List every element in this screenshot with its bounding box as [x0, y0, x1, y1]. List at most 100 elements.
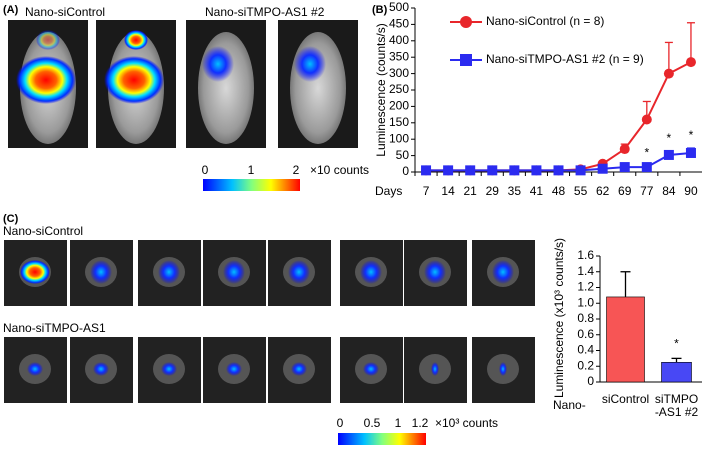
point	[553, 165, 564, 176]
x-tick-label: 7	[423, 184, 430, 198]
legend-label: Nano-siTMPO-AS1 #2 (n = 9)	[486, 52, 644, 66]
y-tick-label: 0.4	[577, 343, 594, 357]
y-tick-label: 0.8	[577, 311, 594, 325]
bar	[661, 362, 692, 383]
row-label: Nano-siControl	[3, 224, 83, 238]
colorbar	[338, 433, 426, 445]
colorbar-tick: 1.2	[412, 416, 429, 430]
point	[531, 165, 542, 176]
point	[663, 149, 674, 160]
annotation: *	[674, 337, 679, 351]
signal	[360, 260, 382, 284]
y-tick-label: 150	[389, 115, 409, 129]
legend-label: Nano-siControl (n = 8)	[486, 14, 604, 28]
signal	[226, 362, 242, 376]
row-label: Nano-siTMPO-AS1	[3, 321, 106, 335]
y-tick-label: 1.4	[577, 264, 594, 278]
annotation: *	[667, 131, 672, 145]
x-tick-label: 48	[552, 184, 566, 198]
point	[421, 165, 432, 176]
colorbar-tick: 0	[202, 163, 209, 177]
annotation: *	[689, 128, 694, 142]
signal	[288, 260, 310, 284]
point	[597, 163, 608, 174]
x-tick-label: 69	[618, 184, 632, 198]
y-tick-label: 0.2	[577, 358, 594, 372]
x-tick-label: 84	[662, 184, 676, 198]
x-axis-label: Days	[375, 184, 402, 198]
signal	[27, 362, 43, 376]
point	[509, 165, 520, 176]
colorbar-tick: 0	[337, 416, 344, 430]
x-tick-label: 41	[530, 184, 544, 198]
x-tick-label: 55	[574, 184, 588, 198]
colorbar-tick: 0.5	[364, 416, 381, 430]
point	[619, 162, 630, 173]
signal	[104, 56, 164, 104]
signal	[36, 30, 60, 50]
signal	[431, 362, 439, 376]
y-tick-label: 450	[389, 17, 409, 31]
x-tick-label: 35	[508, 184, 522, 198]
x-tick-label: 77	[640, 184, 654, 198]
y-tick-label: 300	[389, 66, 409, 80]
legend-marker	[460, 16, 472, 28]
colorbar-tick: 1	[248, 163, 255, 177]
point	[663, 68, 674, 79]
point	[575, 165, 586, 176]
group-label: Nano-siTMPO-AS1 #2	[205, 5, 325, 19]
signal	[124, 30, 148, 50]
signal	[20, 260, 50, 284]
point	[443, 165, 454, 176]
colorbar	[203, 179, 300, 191]
y-tick-label: 0.6	[577, 327, 594, 341]
y-tick-label: 400	[389, 33, 409, 47]
x-tick-label: 21	[464, 184, 478, 198]
point	[641, 162, 652, 173]
x-axis-label: Nano-	[553, 398, 586, 412]
x-tick-label: 90	[684, 184, 698, 198]
y-tick-label: 200	[389, 99, 409, 113]
series-line	[426, 61, 692, 172]
group-label: Nano-siControl	[25, 5, 105, 19]
y-tick-label: 350	[389, 49, 409, 63]
x-tick-label: 62	[596, 184, 610, 198]
y-axis-label: Luminescence (x10³ counts/s)	[552, 238, 566, 398]
y-tick-label: 1.2	[577, 280, 594, 294]
point	[685, 57, 696, 68]
panel-label: (B)	[372, 4, 388, 16]
signal	[424, 260, 446, 284]
signal	[294, 46, 326, 82]
signal	[16, 56, 76, 104]
bar	[606, 296, 645, 383]
annotation: *	[644, 146, 649, 160]
signal	[492, 260, 514, 284]
signal	[158, 260, 180, 284]
y-tick-label: 0	[402, 164, 409, 178]
signal	[202, 46, 234, 82]
x-tick-label: siControl	[602, 392, 649, 406]
colorbar-tick: 2	[293, 163, 300, 177]
y-tick-label: 0	[587, 374, 594, 388]
panel-label: (A)	[3, 4, 19, 16]
point	[641, 114, 652, 125]
panel-label: (C)	[3, 213, 19, 225]
colorbar-unit: ×10 counts	[310, 163, 369, 177]
y-axis-label: Luminescence (counts/s)	[374, 23, 388, 156]
x-tick-label: 29	[486, 184, 500, 198]
y-tick-label: 100	[389, 131, 409, 145]
signal	[90, 260, 112, 284]
signal	[363, 362, 379, 376]
y-tick-label: 1.6	[577, 248, 594, 262]
signal	[161, 362, 177, 376]
signal	[291, 362, 307, 376]
legend-marker	[460, 54, 472, 66]
signal	[499, 362, 507, 376]
colorbar-unit: ×10³ counts	[435, 416, 498, 430]
y-tick-label: 1.0	[577, 295, 594, 309]
x-tick-label: siTMPO -AS1 #2	[655, 392, 699, 419]
colorbar-tick: 1	[395, 416, 402, 430]
x-tick-label: 14	[441, 184, 455, 198]
y-tick-label: 500	[389, 0, 409, 14]
